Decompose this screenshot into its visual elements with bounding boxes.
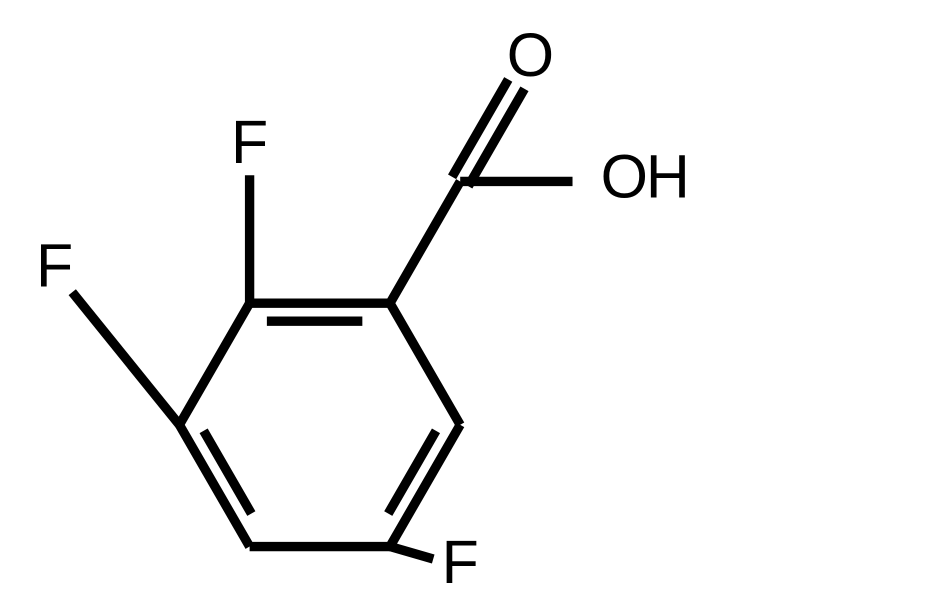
atom-label-h: H: [646, 143, 690, 211]
bond: [390, 547, 433, 559]
bond: [390, 303, 460, 425]
atom-label-f: F: [231, 108, 268, 176]
atom-label-f: F: [36, 231, 73, 299]
atom-label-o: O: [601, 143, 648, 211]
bond: [179, 303, 249, 425]
bond: [390, 181, 460, 303]
atom-label-o: O: [507, 21, 554, 89]
molecule-diagram: OOHFFF: [0, 0, 927, 603]
atom-label-f: F: [442, 528, 479, 596]
bond: [72, 292, 179, 425]
